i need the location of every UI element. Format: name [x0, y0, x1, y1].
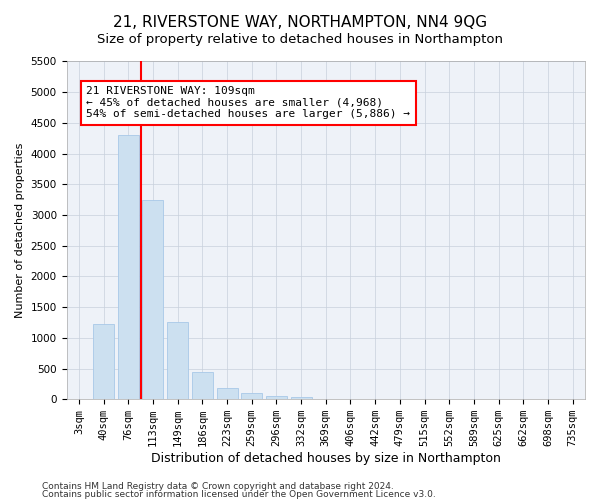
Bar [217, 388, 238, 399]
Text: Size of property relative to detached houses in Northampton: Size of property relative to detached ho… [97, 32, 503, 46]
Bar [290, 398, 311, 399]
Text: 21 RIVERSTONE WAY: 109sqm
← 45% of detached houses are smaller (4,968)
54% of se: 21 RIVERSTONE WAY: 109sqm ← 45% of detac… [86, 86, 410, 120]
Bar [315, 398, 336, 399]
Bar [241, 393, 262, 399]
Bar [118, 135, 139, 399]
Bar [192, 372, 213, 399]
X-axis label: Distribution of detached houses by size in Northampton: Distribution of detached houses by size … [151, 452, 501, 465]
Text: 21, RIVERSTONE WAY, NORTHAMPTON, NN4 9QG: 21, RIVERSTONE WAY, NORTHAMPTON, NN4 9QG [113, 15, 487, 30]
Bar [93, 324, 114, 399]
Bar [142, 200, 163, 399]
Y-axis label: Number of detached properties: Number of detached properties [15, 142, 25, 318]
Text: Contains public sector information licensed under the Open Government Licence v3: Contains public sector information licen… [42, 490, 436, 499]
Bar [266, 396, 287, 399]
Text: Contains HM Land Registry data © Crown copyright and database right 2024.: Contains HM Land Registry data © Crown c… [42, 482, 394, 491]
Bar [167, 322, 188, 399]
